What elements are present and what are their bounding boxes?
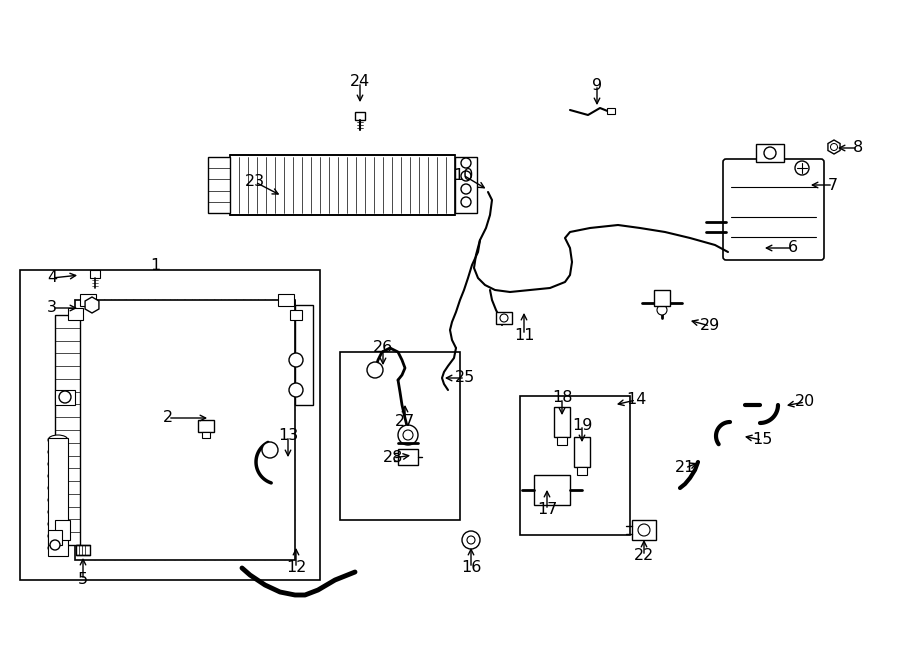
Polygon shape (86, 297, 99, 313)
Text: 8: 8 (853, 141, 863, 155)
Circle shape (795, 161, 809, 175)
Bar (290, 310, 302, 320)
Circle shape (398, 425, 418, 445)
Text: 10: 10 (453, 167, 473, 182)
Text: 13: 13 (278, 428, 298, 444)
Text: 29: 29 (700, 319, 720, 334)
Bar (340, 352, 460, 520)
Circle shape (289, 353, 303, 367)
Circle shape (462, 531, 480, 549)
Circle shape (59, 391, 71, 403)
Text: 22: 22 (634, 549, 654, 563)
FancyBboxPatch shape (723, 159, 824, 260)
Text: 7: 7 (828, 178, 838, 192)
Circle shape (461, 197, 471, 207)
Bar (48, 530, 62, 545)
Ellipse shape (48, 531, 68, 541)
Bar (756, 144, 784, 162)
Ellipse shape (48, 471, 68, 481)
Ellipse shape (48, 447, 68, 457)
Bar (68, 308, 83, 320)
Bar (278, 294, 294, 306)
Text: 25: 25 (454, 371, 475, 385)
Bar (198, 420, 214, 432)
Circle shape (461, 184, 471, 194)
Ellipse shape (48, 543, 68, 553)
Text: 17: 17 (536, 502, 557, 518)
Circle shape (638, 524, 650, 536)
Bar (75, 300, 295, 560)
Text: 28: 28 (382, 451, 403, 465)
Circle shape (467, 536, 475, 544)
Circle shape (367, 362, 383, 378)
Circle shape (262, 442, 278, 458)
Bar (574, 437, 590, 467)
Bar (355, 112, 365, 120)
Bar (554, 407, 570, 437)
Text: 21: 21 (675, 461, 695, 475)
Bar (607, 108, 615, 114)
Circle shape (403, 430, 413, 440)
Text: 14: 14 (626, 393, 646, 407)
Bar (577, 467, 587, 475)
Bar (654, 290, 670, 306)
Circle shape (50, 540, 60, 550)
Bar (520, 396, 630, 535)
Circle shape (461, 171, 471, 181)
Text: 3: 3 (47, 301, 57, 315)
Text: 2: 2 (163, 410, 173, 426)
Bar (55, 520, 70, 540)
Bar (20, 270, 320, 580)
Bar (90, 270, 100, 278)
Bar (202, 432, 210, 438)
Circle shape (657, 305, 667, 315)
Bar (295, 305, 313, 405)
Text: 24: 24 (350, 75, 370, 89)
Text: 23: 23 (245, 175, 266, 190)
Circle shape (831, 143, 838, 151)
Ellipse shape (48, 519, 68, 529)
Ellipse shape (48, 495, 68, 505)
Bar (557, 437, 567, 445)
Ellipse shape (48, 459, 68, 469)
Text: 11: 11 (514, 327, 535, 342)
Text: 9: 9 (592, 77, 602, 93)
Text: 1: 1 (150, 258, 160, 272)
Text: 4: 4 (47, 270, 57, 286)
Ellipse shape (48, 435, 68, 445)
Text: 12: 12 (286, 561, 306, 576)
Bar (632, 520, 656, 540)
Ellipse shape (48, 483, 68, 493)
Circle shape (461, 158, 471, 168)
Text: 27: 27 (395, 414, 415, 430)
Bar (534, 475, 570, 505)
Text: 18: 18 (552, 391, 572, 405)
Bar (80, 294, 96, 306)
Bar (48, 438, 68, 556)
Circle shape (289, 383, 303, 397)
Text: 15: 15 (752, 432, 772, 447)
Text: 6: 6 (788, 241, 798, 256)
Bar (55, 315, 80, 545)
Bar (496, 312, 512, 324)
Circle shape (764, 147, 776, 159)
Text: 5: 5 (78, 572, 88, 588)
Bar (76, 545, 90, 555)
Ellipse shape (48, 507, 68, 517)
Circle shape (500, 314, 508, 322)
Polygon shape (828, 140, 840, 154)
Bar (398, 449, 418, 465)
Bar (230, 155, 455, 215)
Text: 16: 16 (461, 561, 482, 576)
Bar (55, 390, 75, 405)
Text: 20: 20 (795, 395, 815, 410)
Bar (455, 157, 477, 213)
Bar (208, 157, 230, 213)
Text: 26: 26 (373, 340, 393, 356)
Text: 19: 19 (572, 418, 592, 432)
